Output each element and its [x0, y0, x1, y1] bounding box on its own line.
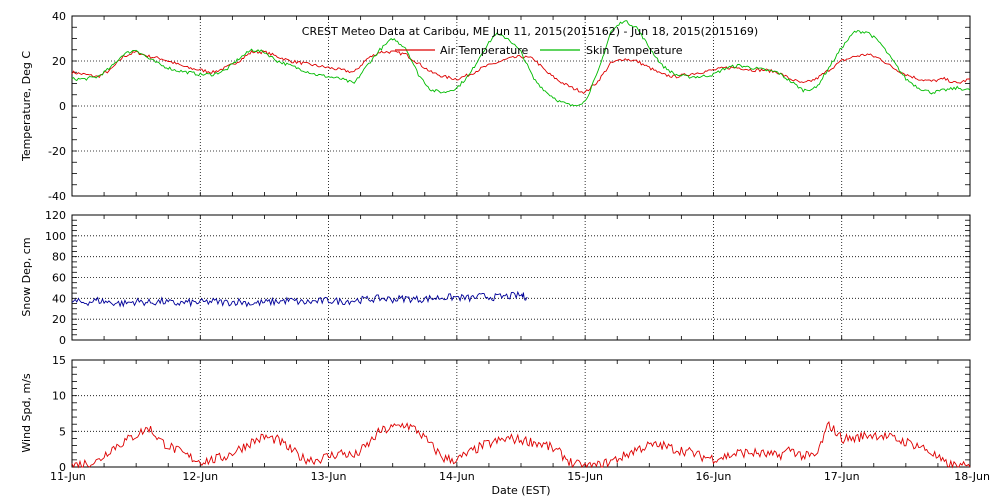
y-axis-label: Wind Spd, m/s — [20, 373, 33, 453]
plot-frame — [71, 15, 971, 197]
y-tick-label: 10 — [52, 390, 66, 403]
legend-air-label: Air Temperature — [440, 44, 529, 57]
panel-snow-depth: 0 20 40 60 80 100 120 Snow Dep, cm — [20, 209, 971, 347]
y-tick-label: 20 — [52, 55, 66, 68]
y-tick-label: 40 — [52, 10, 66, 23]
y-tick-label: 60 — [52, 272, 66, 285]
series-line-1 — [71, 20, 971, 107]
panel-temperature: -40 -20 0 20 40 Temperature, Deg C Air Tempe… — [20, 10, 971, 203]
x-tick-label: 11-Jun — [50, 470, 86, 483]
grid-layer — [72, 16, 970, 196]
y-tick-label: 0 — [59, 334, 66, 347]
x-tick-labels: 11-Jun 12-Jun 13-Jun 14-Jun 15-Jun 16-Jun 17-J… — [50, 470, 990, 483]
legend: Air Temperature Skin Temperature — [395, 44, 683, 57]
y-tick-label: 80 — [52, 251, 66, 264]
x-tick-label: 14-Jun — [439, 470, 475, 483]
plot-frame — [71, 359, 971, 468]
x-tick-label: 15-Jun — [567, 470, 603, 483]
chart-title: CREST Meteo Data at Caribou, ME Jun 11, … — [302, 25, 758, 38]
plot-frame — [71, 214, 971, 341]
y-tick-label: 15 — [52, 354, 66, 367]
series-layer — [71, 20, 971, 107]
x-tick-label: 18-Jun — [954, 470, 990, 483]
series-line-0 — [71, 290, 528, 308]
series-layer — [71, 420, 971, 469]
x-tick-label: 17-Jun — [824, 470, 860, 483]
y-tick-label: -40 — [48, 190, 66, 203]
x-axis-label: Date (EST) — [491, 484, 550, 497]
series-layer — [71, 290, 528, 308]
grid-layer — [72, 360, 970, 467]
ytick-layer: 0 5 10 15 — [52, 354, 971, 474]
y-tick-label: -20 — [48, 145, 66, 158]
y-tick-label: 5 — [59, 425, 66, 438]
ytick-layer: -40 -20 0 20 40 — [48, 10, 971, 203]
series-line-0 — [71, 420, 971, 469]
y-tick-label: 0 — [59, 100, 66, 113]
y-tick-label: 0 — [59, 461, 66, 474]
series-line-0 — [71, 49, 970, 95]
y-axis-label: Temperature, Deg C — [20, 51, 33, 162]
y-tick-label: 100 — [45, 230, 66, 243]
grid-layer — [72, 215, 970, 340]
y-tick-label: 40 — [52, 292, 66, 305]
y-axis-label: Snow Dep, cm — [20, 237, 33, 316]
y-tick-label: 120 — [45, 209, 66, 222]
panel-wind-speed: 0 5 10 15 Wind Spd, m/s — [20, 354, 971, 474]
y-tick-label: 20 — [52, 313, 66, 326]
ytick-layer: 0 20 40 60 80 100 120 — [45, 209, 971, 347]
x-tick-label: 13-Jun — [311, 470, 347, 483]
x-tick-label: 12-Jun — [182, 470, 218, 483]
x-tick-label: 16-Jun — [696, 470, 732, 483]
legend-skin-label: Skin Temperature — [586, 44, 683, 57]
